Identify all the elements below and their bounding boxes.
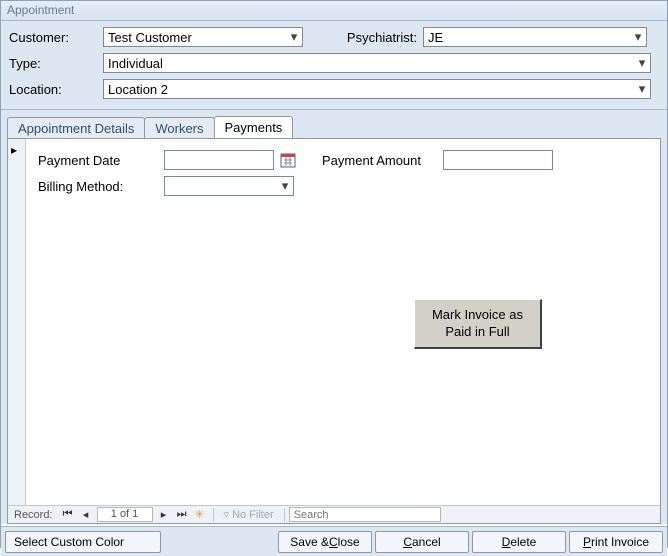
- nav-prev-icon[interactable]: ◂: [77, 507, 95, 523]
- record-label: Record:: [8, 509, 59, 521]
- nav-last-icon[interactable]: ⏭: [173, 507, 191, 523]
- billing-method-combo[interactable]: ▾: [164, 176, 294, 196]
- chevron-down-icon: ▾: [630, 28, 646, 46]
- title-bar: Appointment: [1, 1, 667, 21]
- payment-amount-label: Payment Amount: [322, 153, 437, 168]
- customer-label: Customer:: [7, 30, 103, 45]
- panel-content: Payment Date Payment Amount Billing Meth…: [26, 139, 660, 505]
- payments-panel: ▸ Payment Date Payment Amount Billing Me…: [7, 138, 661, 524]
- window-title: Appointment: [7, 3, 74, 17]
- customer-combo[interactable]: Test Customer ▾: [103, 27, 303, 47]
- nav-next-icon[interactable]: ▸: [155, 507, 173, 523]
- location-combo[interactable]: Location 2 ▾: [103, 79, 651, 99]
- chevron-down-icon: ▾: [277, 177, 293, 195]
- tabs-container: Appointment Details Workers Payments ▸ P…: [1, 110, 667, 524]
- separator: [284, 508, 285, 522]
- customer-value: Test Customer: [108, 30, 192, 45]
- type-value: Individual: [108, 56, 163, 71]
- record-nav-bar: Record: ⏮ ◂ 1 of 1 ▸ ⏭ ✳ ▿ No Filter: [8, 505, 660, 523]
- save-close-button[interactable]: Save & Close: [278, 531, 372, 553]
- payment-date-input[interactable]: [164, 150, 274, 170]
- billing-method-label: Billing Method:: [38, 179, 158, 194]
- current-record-marker-icon: ▸: [11, 143, 17, 157]
- cancel-button[interactable]: Cancel: [375, 531, 469, 553]
- chevron-down-icon: ▾: [286, 28, 302, 46]
- record-selector[interactable]: ▸: [8, 139, 26, 505]
- select-custom-color-button[interactable]: Select Custom Color: [5, 531, 161, 553]
- nav-search-input[interactable]: [289, 507, 441, 522]
- no-filter-indicator: ▿ No Filter: [218, 508, 280, 521]
- psychiatrist-combo[interactable]: JE ▾: [423, 27, 647, 47]
- tab-payments[interactable]: Payments: [214, 116, 294, 138]
- location-value: Location 2: [108, 82, 168, 97]
- chevron-down-icon: ▾: [634, 80, 650, 98]
- nav-first-icon[interactable]: ⏮: [59, 507, 77, 523]
- tab-workers[interactable]: Workers: [144, 117, 214, 139]
- type-combo[interactable]: Individual ▾: [103, 53, 651, 73]
- nav-new-icon[interactable]: ✳: [191, 507, 209, 523]
- header-form: Customer: Test Customer ▾ Psychiatrist: …: [1, 21, 667, 110]
- delete-button[interactable]: Delete: [472, 531, 566, 553]
- filter-icon: ▿: [224, 508, 230, 521]
- payment-amount-input[interactable]: [443, 150, 553, 170]
- calendar-icon[interactable]: [280, 152, 296, 168]
- location-label: Location:: [7, 82, 103, 97]
- tab-strip: Appointment Details Workers Payments: [7, 116, 663, 138]
- payment-date-label: Payment Date: [38, 153, 158, 168]
- mark-paid-button[interactable]: Mark Invoice as Paid in Full: [414, 299, 542, 349]
- separator: [213, 508, 214, 522]
- record-counter[interactable]: 1 of 1: [97, 507, 153, 522]
- chevron-down-icon: ▾: [634, 54, 650, 72]
- tab-appointment-details[interactable]: Appointment Details: [7, 117, 145, 139]
- psychiatrist-label: Psychiatrist:: [323, 30, 423, 45]
- type-label: Type:: [7, 56, 103, 71]
- footer: Select Custom Color Save & Close Cancel …: [1, 526, 667, 556]
- print-invoice-button[interactable]: Print Invoice: [569, 531, 663, 553]
- psychiatrist-value: JE: [428, 30, 443, 45]
